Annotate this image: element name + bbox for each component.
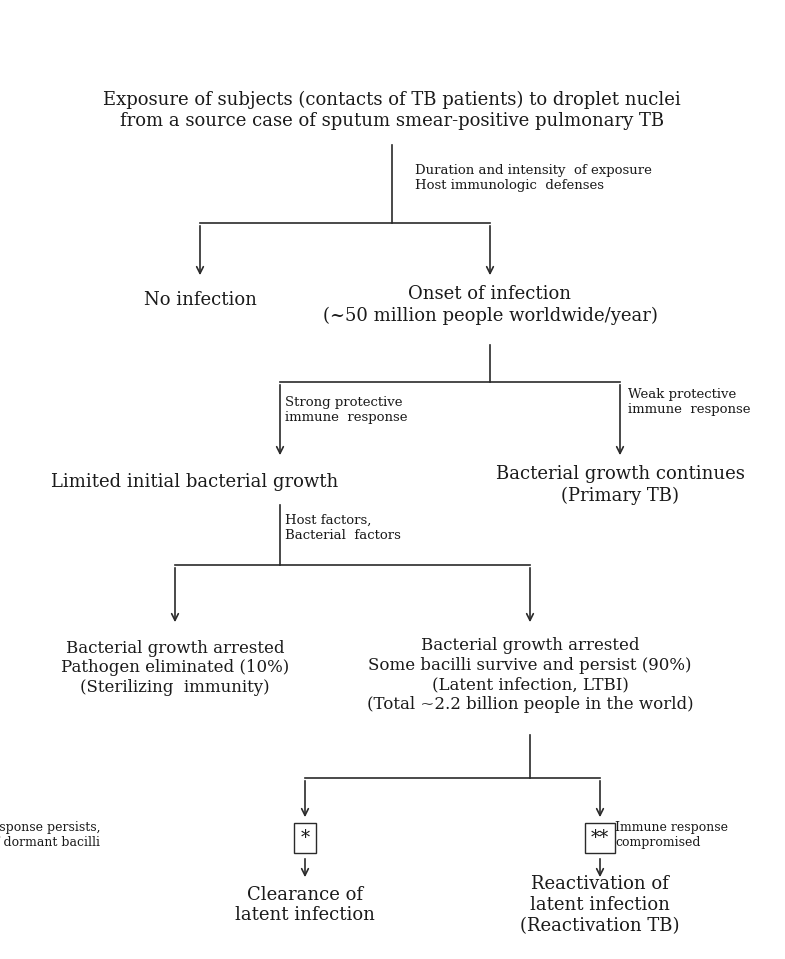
Text: Immune  response persists,
waning  of dormant bacilli: Immune response persists, waning of dorm… <box>0 821 100 849</box>
Text: Limited initial bacterial growth: Limited initial bacterial growth <box>51 473 338 491</box>
Text: **: ** <box>591 829 609 847</box>
Text: Duration and intensity  of exposure
Host immunologic  defenses: Duration and intensity of exposure Host … <box>415 164 652 192</box>
Text: Bacterial growth arrested
Pathogen eliminated (10%)
(Sterilizing  immunity): Bacterial growth arrested Pathogen elimi… <box>61 640 289 696</box>
Text: No infection: No infection <box>144 291 257 309</box>
Text: Bacterial growth arrested
Some bacilli survive and persist (90%)
(Latent infecti: Bacterial growth arrested Some bacilli s… <box>367 637 693 713</box>
Text: Immune response
compromised: Immune response compromised <box>615 821 728 849</box>
Text: Medscape: Medscape <box>9 8 95 22</box>
Text: Reactivation of
latent infection
(Reactivation TB): Reactivation of latent infection (Reacti… <box>520 876 680 935</box>
Text: Strong protective
immune  response: Strong protective immune response <box>285 396 407 424</box>
Text: *: * <box>301 829 309 847</box>
Text: Source: Respiratory Research © 1999-2011 BioMed Central Ltd: Source: Respiratory Research © 1999-2011… <box>421 939 773 949</box>
Text: Weak protective
immune  response: Weak protective immune response <box>628 388 750 416</box>
Text: Onset of infection
(~50 million people worldwide/year): Onset of infection (~50 million people w… <box>323 286 657 324</box>
Text: Bacterial growth continues
(Primary TB): Bacterial growth continues (Primary TB) <box>495 465 744 504</box>
Text: Clearance of
latent infection: Clearance of latent infection <box>235 885 375 924</box>
Text: Exposure of subjects (contacts of TB patients) to droplet nuclei
from a source c: Exposure of subjects (contacts of TB pat… <box>103 90 681 129</box>
Text: Host factors,
Bacterial  factors: Host factors, Bacterial factors <box>285 514 401 542</box>
